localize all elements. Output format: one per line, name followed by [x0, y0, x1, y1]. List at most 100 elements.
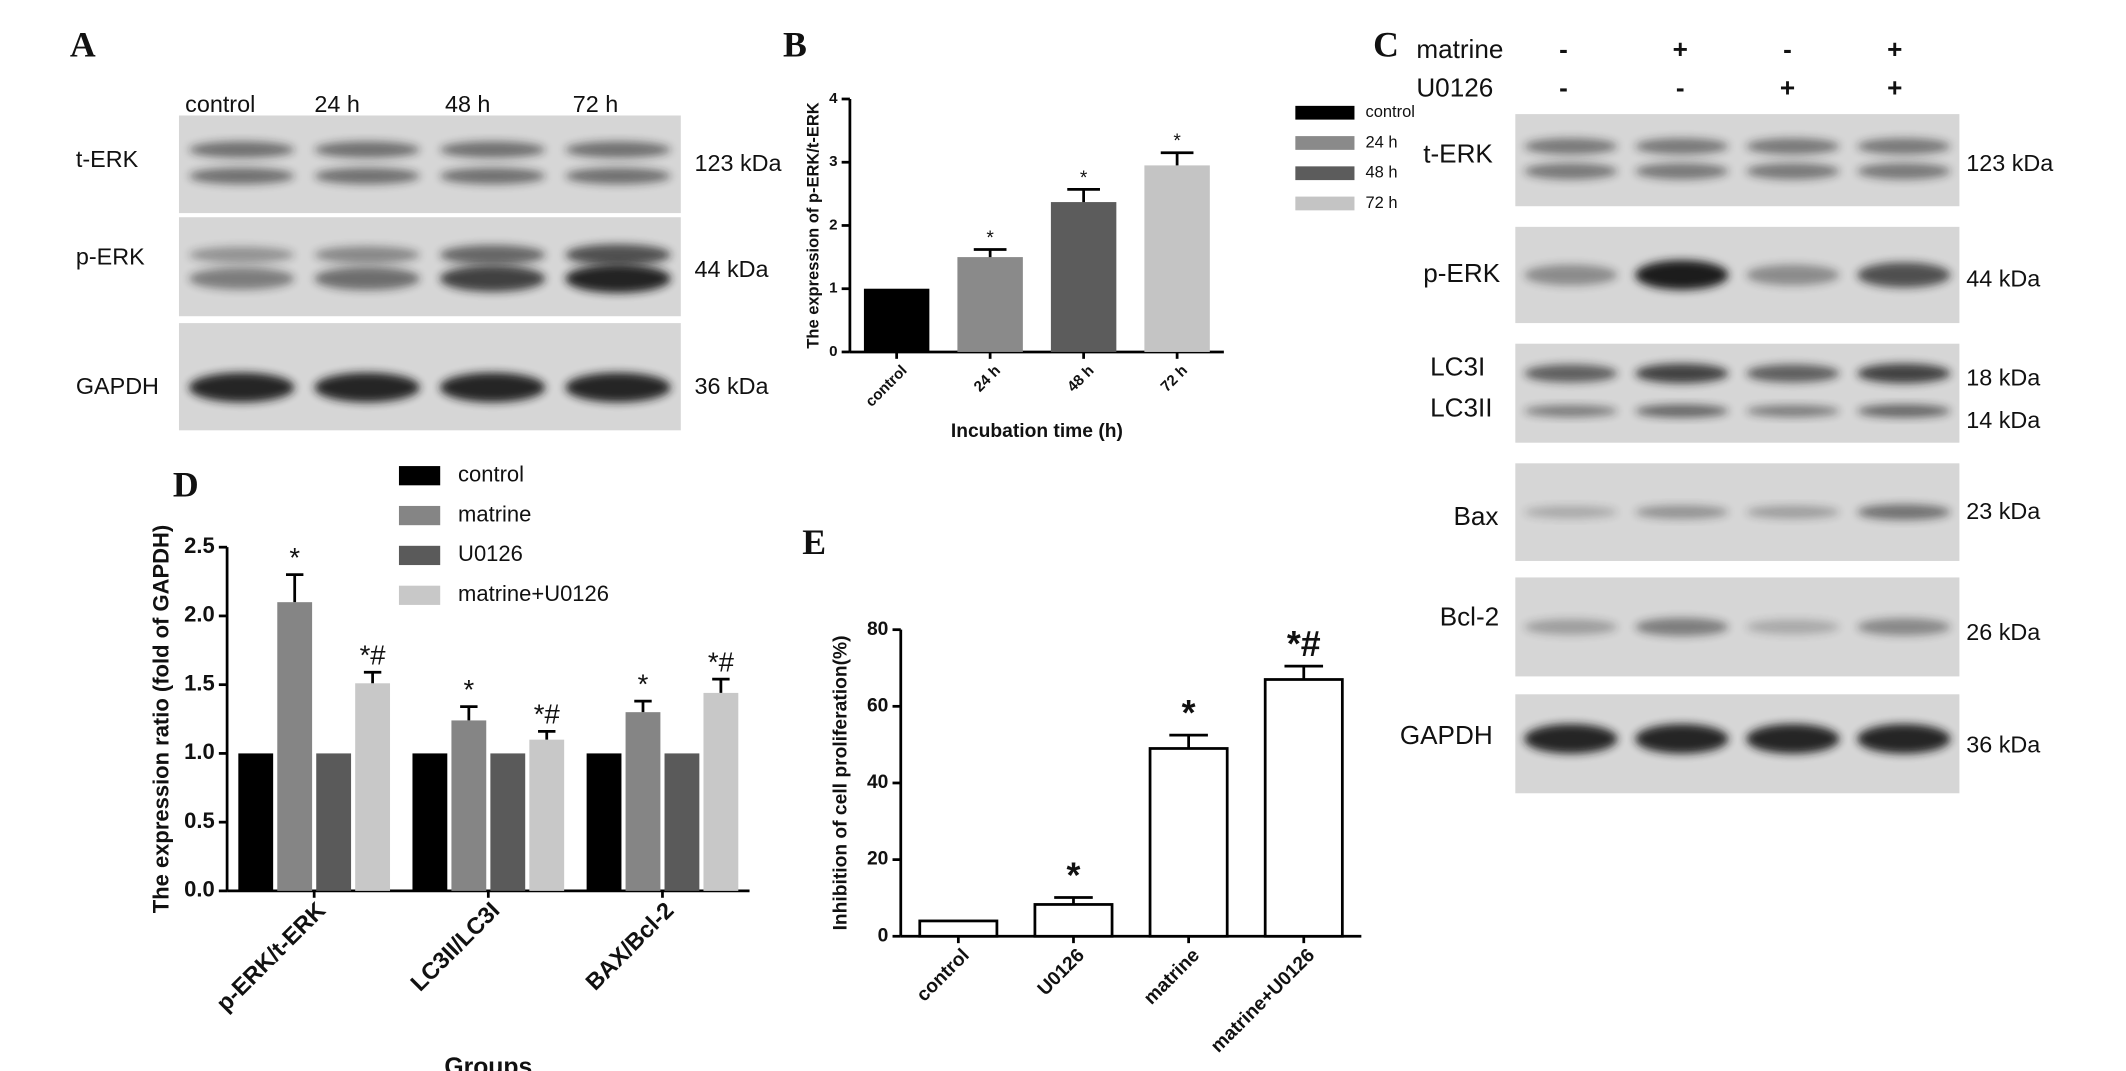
blot-band — [1746, 138, 1840, 155]
blot-band — [189, 167, 295, 185]
y-tick-label: 80 — [867, 619, 888, 640]
blot-band — [565, 264, 671, 293]
treatment-sign: + — [1780, 72, 1795, 102]
blot-band — [1635, 723, 1729, 754]
blot-band — [314, 246, 420, 264]
bar — [490, 753, 526, 891]
bar — [316, 753, 352, 891]
panel-letter: C — [1373, 24, 1399, 64]
blot-band — [1524, 723, 1618, 754]
y-tick-label: 0.5 — [184, 808, 215, 833]
blot-band — [1857, 504, 1951, 521]
legend-label: matrine — [458, 501, 531, 526]
y-axis-label: The expression of p-ERK/t-ERK — [805, 102, 823, 348]
blot-band — [1635, 363, 1729, 384]
legend-swatch — [1295, 166, 1355, 181]
blot-band — [1524, 364, 1618, 383]
legend-swatch — [398, 505, 441, 526]
error-bar — [634, 699, 652, 713]
legend-swatch — [398, 545, 441, 566]
blot-membrane — [1515, 114, 1960, 207]
blot-band — [1524, 138, 1618, 155]
blot-band — [1746, 264, 1840, 286]
value-label: * — [1182, 693, 1196, 733]
lane-label: 24 h — [314, 91, 359, 117]
blot-band — [189, 267, 295, 290]
blot-band — [565, 244, 671, 266]
treatment-sign: + — [1887, 72, 1902, 102]
legend-swatch — [398, 466, 441, 486]
y-axis-label: Inhibition of cell proliferation(%) — [831, 636, 852, 931]
bar — [1148, 747, 1229, 938]
treatment-sign: + — [1887, 34, 1902, 64]
blot-band — [1857, 162, 1951, 180]
blot-band — [439, 167, 546, 185]
protein-label: LC3II — [1430, 393, 1492, 423]
blot — [1515, 694, 1960, 794]
value-label: * — [289, 542, 300, 573]
y-tick-label: 20 — [867, 849, 888, 870]
blot-band — [565, 167, 671, 185]
blot-band — [314, 267, 420, 291]
blot — [1515, 114, 1960, 207]
protein-label: GAPDH — [76, 373, 159, 399]
bar — [1263, 678, 1344, 938]
blot-band — [314, 141, 420, 158]
bar — [355, 683, 391, 891]
bar — [664, 753, 700, 891]
value-label: * — [986, 228, 994, 249]
x-axis-label: Groups — [444, 1054, 532, 1071]
protein-label: GAPDH — [1400, 720, 1493, 750]
value-label: *# — [708, 646, 735, 677]
error-bar — [1169, 733, 1208, 749]
error-bar — [1067, 188, 1100, 203]
panel-letter: A — [70, 24, 96, 64]
size-label: 123 kDa — [695, 150, 782, 176]
blot-band — [1635, 162, 1729, 180]
y-tick-label: 60 — [867, 695, 888, 716]
legend-label: control — [1365, 103, 1414, 121]
blot-band — [565, 141, 671, 158]
y-tick-label: 4 — [829, 90, 838, 107]
blot-band — [1524, 162, 1618, 180]
treatment-label: U0126 — [1416, 72, 1493, 102]
treatment-sign: - — [1559, 72, 1568, 102]
y-tick-label: 0.0 — [184, 877, 215, 902]
legend-label: U0126 — [458, 541, 523, 566]
legend-swatch — [1295, 196, 1355, 211]
blot-band — [189, 372, 295, 403]
y-tick-label: 3 — [829, 153, 837, 170]
panel-letter: D — [173, 464, 199, 504]
size-label: 36 kDa — [1966, 732, 2040, 758]
blot-band — [1746, 505, 1840, 519]
error-bar — [285, 573, 304, 603]
legend-label: 48 h — [1365, 164, 1397, 182]
blot-band — [439, 244, 546, 265]
error-bar — [1284, 664, 1324, 680]
size-label: 123 kDa — [1966, 150, 2053, 176]
y-tick-label: 0 — [829, 343, 837, 360]
legend-swatch — [398, 585, 441, 605]
treatment-label: matrine — [1416, 34, 1503, 64]
value-label: * — [1173, 131, 1181, 152]
value-label: * — [638, 668, 649, 699]
bar — [277, 602, 313, 891]
size-label: 23 kDa — [1966, 498, 2040, 524]
blot-band — [1857, 618, 1951, 636]
value-label: *# — [534, 699, 561, 730]
blot-membrane — [1515, 343, 1960, 443]
blot-band — [1524, 264, 1618, 286]
legend-label: 24 h — [1365, 133, 1397, 151]
value-label: *# — [1287, 624, 1321, 664]
blot-band — [1635, 260, 1729, 290]
blot-band — [1635, 505, 1729, 520]
bar — [1144, 165, 1210, 352]
blot-band — [1746, 162, 1840, 180]
value-label: * — [463, 674, 474, 705]
error-bar — [712, 677, 730, 693]
blot-band — [314, 372, 420, 403]
blot — [1515, 226, 1960, 324]
size-label: 44 kDa — [695, 256, 769, 282]
lane-label: control — [185, 91, 255, 117]
blot-band — [1746, 723, 1840, 754]
